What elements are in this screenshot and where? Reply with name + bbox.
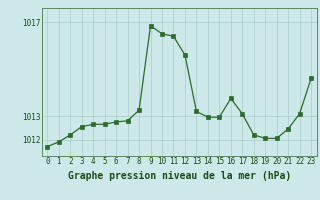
X-axis label: Graphe pression niveau de la mer (hPa): Graphe pression niveau de la mer (hPa)	[68, 171, 291, 181]
